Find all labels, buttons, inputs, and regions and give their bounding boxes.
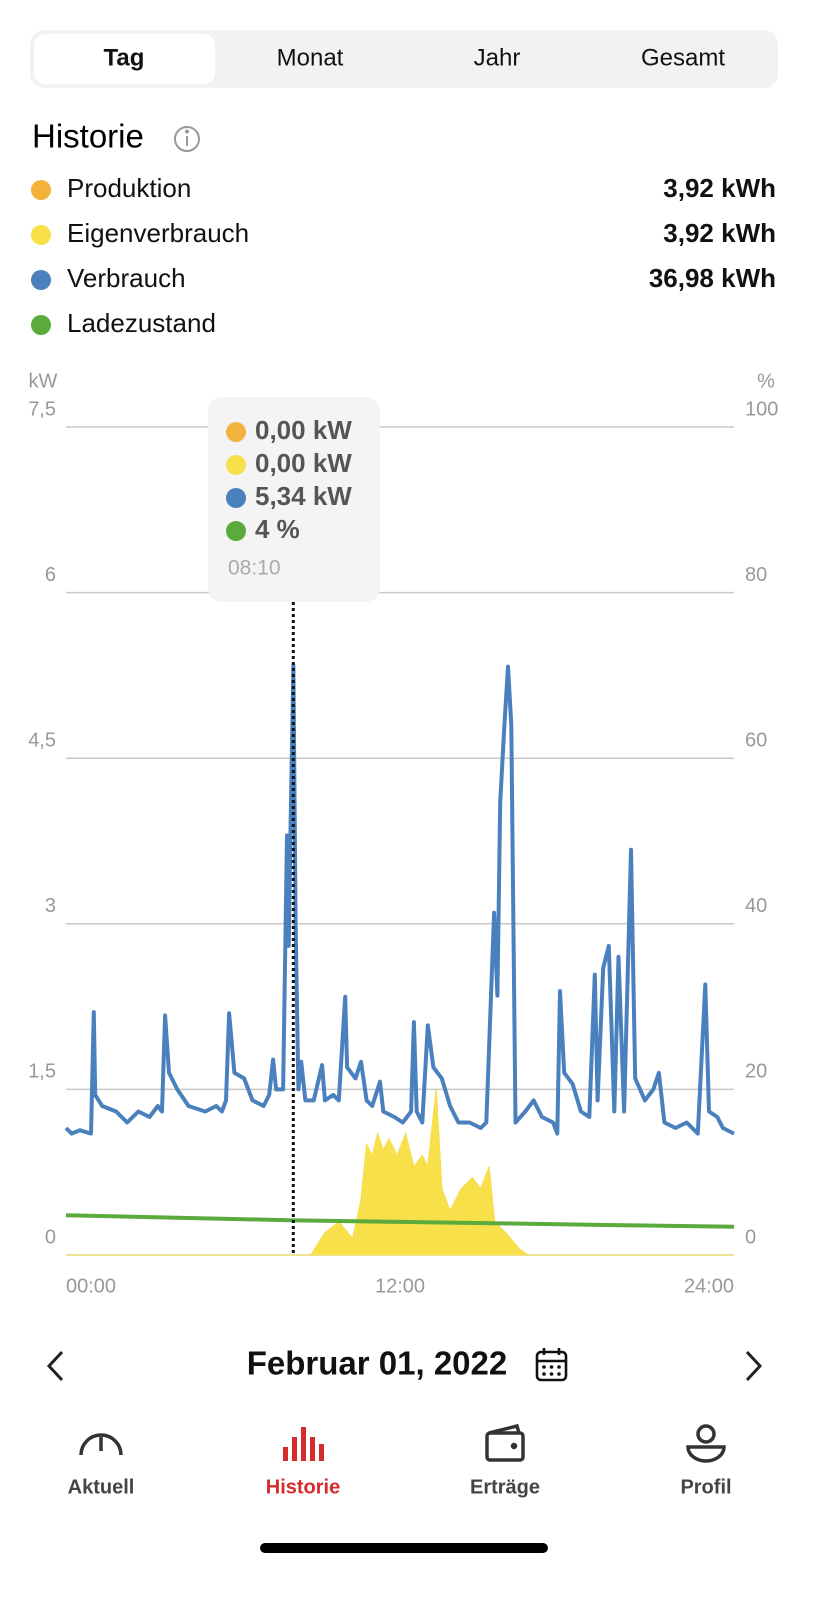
legend-total: 3,92 kWh bbox=[663, 173, 776, 203]
tooltip-time: 08:10 bbox=[228, 557, 281, 580]
tooltip-value: 0,00 kW bbox=[255, 415, 352, 445]
tab-label[interactable]: Gesamt bbox=[641, 44, 725, 71]
y2-tick-label: 0 bbox=[745, 1226, 756, 1248]
tooltip-value: 5,34 kW bbox=[255, 481, 352, 511]
y-tick-label: 1,5 bbox=[28, 1061, 56, 1083]
tooltip-dot bbox=[226, 488, 246, 508]
y2-tick-label: 20 bbox=[745, 1061, 767, 1083]
legend-label: Ladezustand bbox=[67, 308, 216, 338]
tooltip-dot bbox=[226, 422, 246, 442]
y-tick-label: 0 bbox=[45, 1226, 56, 1248]
tooltip-value: 0,00 kW bbox=[255, 448, 352, 478]
y2-tick-label: 60 bbox=[745, 729, 767, 751]
y2-axis-unit: % bbox=[757, 370, 775, 392]
legend-dot bbox=[31, 225, 51, 245]
x-tick-label: 24:00 bbox=[684, 1275, 734, 1297]
tooltip-dot bbox=[226, 455, 246, 475]
home-indicator bbox=[260, 1543, 548, 1553]
line bbox=[64, 663, 735, 1136]
legend-total: 3,92 kWh bbox=[663, 218, 776, 248]
legend-label: Eigenverbrauch bbox=[67, 218, 249, 248]
nav-icon-aktuell[interactable] bbox=[79, 1433, 123, 1456]
legend-dot bbox=[31, 270, 51, 290]
y-tick-label: 7,5 bbox=[28, 398, 56, 420]
line bbox=[65, 1213, 735, 1229]
nav-icon-ertraege[interactable] bbox=[485, 1423, 525, 1462]
info-icon[interactable] bbox=[174, 126, 200, 152]
y2-tick-label: 100 bbox=[745, 398, 778, 420]
y-tick-label: 3 bbox=[45, 895, 56, 917]
date-label: Februar 01, 2022 bbox=[247, 1345, 508, 1382]
area bbox=[66, 1089, 734, 1256]
next-day[interactable] bbox=[745, 1350, 763, 1382]
y-axis-unit: kW bbox=[29, 370, 58, 392]
legend-label: Produktion bbox=[67, 173, 191, 203]
tab-selected bbox=[34, 34, 215, 84]
nav-icon-historie[interactable] bbox=[283, 1427, 324, 1461]
nav-label[interactable]: Profil bbox=[680, 1476, 731, 1498]
tab-label[interactable]: Jahr bbox=[474, 44, 521, 71]
y2-tick-label: 80 bbox=[745, 564, 767, 586]
tab-label[interactable]: Monat bbox=[277, 44, 344, 71]
nav-label[interactable]: Aktuell bbox=[68, 1476, 135, 1498]
prev-day[interactable] bbox=[46, 1350, 64, 1382]
tooltip-dot bbox=[226, 521, 246, 541]
tooltip bbox=[208, 397, 380, 602]
x-tick-label: 12:00 bbox=[375, 1275, 425, 1297]
y-tick-label: 6 bbox=[45, 564, 56, 586]
tab-bar bbox=[30, 30, 778, 88]
nav-icon-profil[interactable] bbox=[686, 1424, 726, 1463]
y2-tick-label: 40 bbox=[745, 895, 767, 917]
tab-label[interactable]: Tag bbox=[104, 44, 145, 71]
legend-label: Verbrauch bbox=[67, 263, 186, 293]
legend-dot bbox=[31, 315, 51, 335]
nav-label[interactable]: Historie bbox=[266, 1476, 340, 1498]
nav-label[interactable]: Erträge bbox=[470, 1476, 540, 1498]
y-tick-label: 4,5 bbox=[28, 729, 56, 751]
x-tick-label: 00:00 bbox=[66, 1275, 116, 1297]
tooltip-value: 4 % bbox=[255, 514, 300, 544]
section-title: Historie bbox=[32, 118, 144, 155]
legend-total: 36,98 kWh bbox=[649, 263, 776, 293]
calendar-icon[interactable] bbox=[535, 1348, 568, 1382]
legend-dot bbox=[31, 180, 51, 200]
